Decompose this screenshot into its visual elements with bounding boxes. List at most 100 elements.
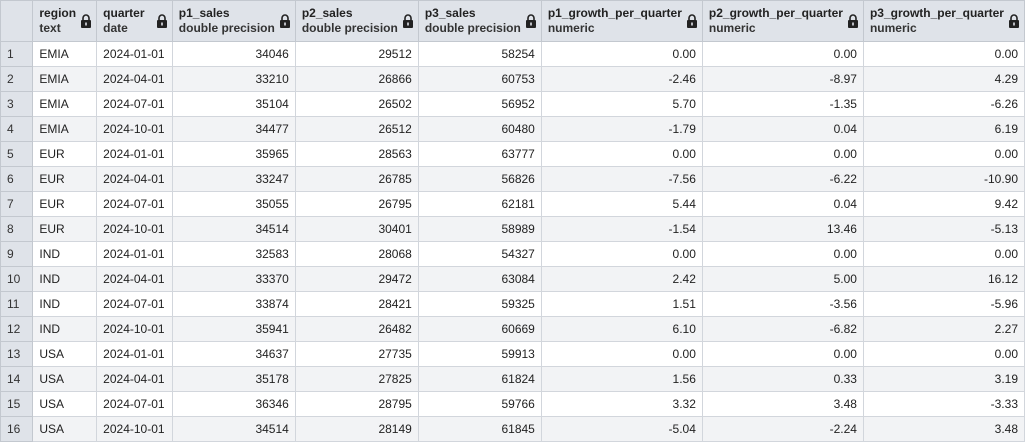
column-header-p3-growth-per-quarter[interactable]: p3_growth_per_quarter numeric [862,0,1025,42]
cell-region[interactable]: IND [32,241,98,267]
cell-region[interactable]: EUR [32,141,98,167]
row-number[interactable]: 9 [0,241,34,267]
cell-quarter[interactable]: 2024-04-01 [96,66,173,92]
cell-p2-sales[interactable]: 26866 [294,66,419,92]
cell-p3-growth-per-quarter[interactable]: -5.13 [862,216,1025,242]
cell-p2-sales[interactable]: 27825 [294,366,419,392]
cell-region[interactable]: USA [32,391,98,417]
table-row[interactable]: 1 EMIA 2024-01-01 34046 29512 58254 0.00 0.00 0.… [0,41,1025,67]
cell-p1-sales[interactable]: 33370 [171,266,296,292]
cell-quarter[interactable]: 2024-07-01 [96,191,173,217]
cell-p2-growth-per-quarter[interactable]: 0.04 [701,191,864,217]
cell-quarter[interactable]: 2024-01-01 [96,141,173,167]
cell-p2-growth-per-quarter[interactable]: -6.22 [701,166,864,192]
cell-p1-growth-per-quarter[interactable]: 0.00 [540,341,703,367]
row-number[interactable]: 16 [0,416,34,442]
cell-p1-growth-per-quarter[interactable]: 3.32 [540,391,703,417]
cell-p3-sales[interactable]: 62181 [417,191,542,217]
cell-p2-growth-per-quarter[interactable]: 5.00 [701,266,864,292]
table-row[interactable]: 5 EUR 2024-01-01 35965 28563 63777 0.00 0.00 0.0… [0,141,1025,167]
table-row[interactable]: 13 USA 2024-01-01 34637 27735 59913 0.00 0.00 0.… [0,341,1025,367]
cell-p2-growth-per-quarter[interactable]: -1.35 [701,91,864,117]
cell-p2-sales[interactable]: 26785 [294,166,419,192]
cell-p1-growth-per-quarter[interactable]: 0.00 [540,241,703,267]
cell-p1-sales[interactable]: 35055 [171,191,296,217]
cell-p3-growth-per-quarter[interactable]: -5.96 [862,291,1025,317]
cell-region[interactable]: EMIA [32,116,98,142]
cell-p3-growth-per-quarter[interactable]: 6.19 [862,116,1025,142]
column-header-region[interactable]: region text [32,0,98,42]
cell-quarter[interactable]: 2024-01-01 [96,341,173,367]
cell-p1-growth-per-quarter[interactable]: 5.70 [540,91,703,117]
cell-p2-sales[interactable]: 26482 [294,316,419,342]
cell-p3-sales[interactable]: 63084 [417,266,542,292]
row-number[interactable]: 14 [0,366,34,392]
cell-p3-growth-per-quarter[interactable]: 0.00 [862,141,1025,167]
cell-p1-growth-per-quarter[interactable]: -1.79 [540,116,703,142]
cell-p1-sales[interactable]: 33210 [171,66,296,92]
column-header-p2-sales[interactable]: p2_sales double precision [294,0,419,42]
cell-p1-sales[interactable]: 34046 [171,41,296,67]
cell-p1-sales[interactable]: 35941 [171,316,296,342]
table-row[interactable]: 11 IND 2024-07-01 33874 28421 59325 1.51 -3.56-… [0,291,1025,317]
cell-p1-growth-per-quarter[interactable]: -7.56 [540,166,703,192]
cell-p2-growth-per-quarter[interactable]: 0.00 [701,341,864,367]
cell-p2-growth-per-quarter[interactable]: 0.00 [701,141,864,167]
table-row[interactable]: 10 IND 2024-04-01 33370 29472 63084 2.42 5.00 16… [0,266,1025,292]
cell-p2-growth-per-quarter[interactable]: -2.24 [701,416,864,442]
cell-p2-sales[interactable]: 29512 [294,41,419,67]
cell-region[interactable]: IND [32,266,98,292]
cell-p3-sales[interactable]: 59913 [417,341,542,367]
cell-p1-growth-per-quarter[interactable]: 0.00 [540,141,703,167]
cell-quarter[interactable]: 2024-01-01 [96,241,173,267]
cell-p3-sales[interactable]: 54327 [417,241,542,267]
table-row[interactable]: 7 EUR 2024-07-01 35055 26795 62181 5.44 0.04 9.4… [0,191,1025,217]
cell-p3-sales[interactable]: 59766 [417,391,542,417]
cell-quarter[interactable]: 2024-01-01 [96,41,173,67]
cell-p1-growth-per-quarter[interactable]: 6.10 [540,316,703,342]
cell-p3-sales[interactable]: 60480 [417,116,542,142]
row-number[interactable]: 5 [0,141,34,167]
cell-p3-growth-per-quarter[interactable]: 3.48 [862,416,1025,442]
cell-p1-sales[interactable]: 34514 [171,216,296,242]
row-index-header[interactable] [0,0,34,42]
row-number[interactable]: 1 [0,41,34,67]
cell-p3-growth-per-quarter[interactable]: -3.33 [862,391,1025,417]
cell-p3-sales[interactable]: 63777 [417,141,542,167]
column-header-p3-sales[interactable]: p3_sales double precision [417,0,542,42]
cell-p1-growth-per-quarter[interactable]: -2.46 [540,66,703,92]
cell-p2-growth-per-quarter[interactable]: 3.48 [701,391,864,417]
row-number[interactable]: 8 [0,216,34,242]
cell-p3-growth-per-quarter[interactable]: 0.00 [862,241,1025,267]
cell-p1-sales[interactable]: 33874 [171,291,296,317]
cell-region[interactable]: IND [32,291,98,317]
column-header-p2-growth-per-quarter[interactable]: p2_growth_per_quarter numeric [701,0,864,42]
row-number[interactable]: 15 [0,391,34,417]
cell-p1-sales[interactable]: 35965 [171,141,296,167]
cell-p3-growth-per-quarter[interactable]: 16.12 [862,266,1025,292]
cell-p3-growth-per-quarter[interactable]: 9.42 [862,191,1025,217]
cell-p1-sales[interactable]: 34477 [171,116,296,142]
table-row[interactable]: 16 USA 2024-10-01 34514 28149 61845 -5.04 -2.24… [0,416,1025,442]
row-number[interactable]: 7 [0,191,34,217]
cell-p2-sales[interactable]: 28421 [294,291,419,317]
table-row[interactable]: 2 EMIA 2024-04-01 33210 26866 60753 -2.46 -8.97… [0,66,1025,92]
column-header-quarter[interactable]: quarter date [96,0,173,42]
cell-p1-sales[interactable]: 35178 [171,366,296,392]
cell-p3-sales[interactable]: 61845 [417,416,542,442]
cell-p2-growth-per-quarter[interactable]: -3.56 [701,291,864,317]
cell-p2-growth-per-quarter[interactable]: 0.00 [701,241,864,267]
table-row[interactable]: 6 EUR 2024-04-01 33247 26785 56826 -7.56 -6.22-… [0,166,1025,192]
table-row[interactable]: 14 USA 2024-04-01 35178 27825 61824 1.56 0.33 3.… [0,366,1025,392]
cell-p2-sales[interactable]: 26502 [294,91,419,117]
cell-p2-sales[interactable]: 29472 [294,266,419,292]
cell-p1-growth-per-quarter[interactable]: -5.04 [540,416,703,442]
cell-quarter[interactable]: 2024-07-01 [96,291,173,317]
cell-region[interactable]: IND [32,316,98,342]
cell-p3-sales[interactable]: 61824 [417,366,542,392]
cell-p3-sales[interactable]: 58254 [417,41,542,67]
cell-region[interactable]: EUR [32,191,98,217]
cell-p1-growth-per-quarter[interactable]: 2.42 [540,266,703,292]
cell-p2-sales[interactable]: 26512 [294,116,419,142]
cell-p2-sales[interactable]: 28149 [294,416,419,442]
